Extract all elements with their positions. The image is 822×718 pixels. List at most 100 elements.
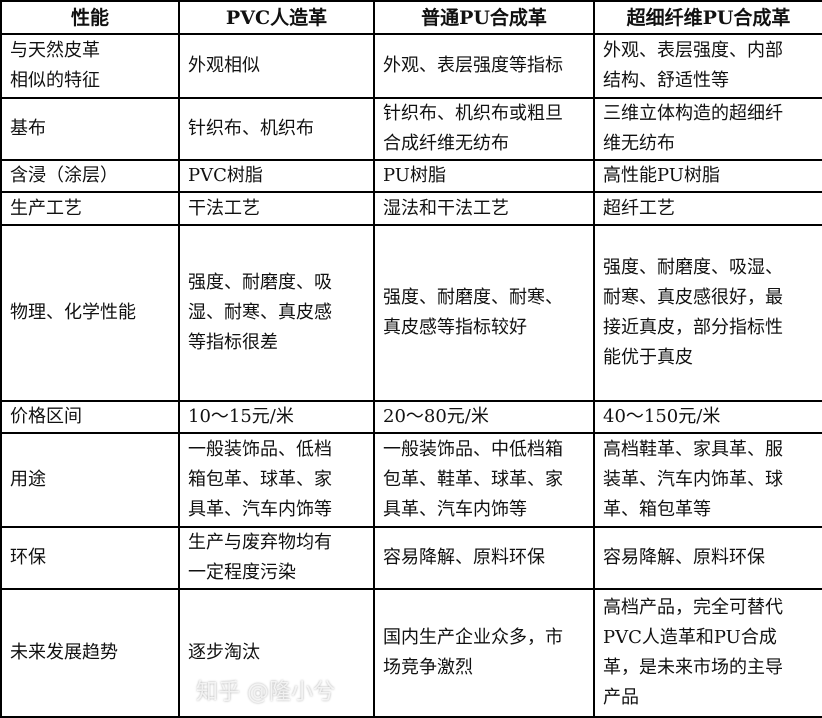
cell-text-line: 高性能PU树脂 (603, 165, 720, 186)
row-label-cell: 未来发展趋势 (0, 588, 180, 718)
row-label-cell: 环保 (0, 526, 180, 590)
header-cell: PVC人造革 (178, 0, 375, 35)
table-row: 价格区间 10～15元/米 20～80元/米 40～150元/米 (0, 400, 822, 434)
table-cell: 强度、耐磨度、吸 湿、耐寒、真皮感 等指标很差 (178, 224, 375, 402)
header-cell: 性能 (0, 0, 180, 35)
header-cell: 超细纤维PU合成革 (593, 0, 822, 35)
table-cell: 逐步淘汰 (178, 588, 375, 718)
cell-text-line: 真皮感等指标较好 (383, 317, 527, 338)
table-cell: 干法工艺 (178, 191, 375, 226)
table-row: 物理、化学性能 强度、耐磨度、吸 湿、耐寒、真皮感 等指标很差 强度、耐磨度、耐寒、 真皮… (0, 224, 822, 402)
cell-text-line: PVC人造革和PU合成 (603, 627, 777, 648)
table-row: 环保 生产与废弃物均有 一定程度污染 容易降解、原料环保 容易降解、原料环保 (0, 526, 822, 590)
cell-text-line: 逐步淘汰 (188, 642, 260, 663)
table-cell: 国内生产企业众多，市 场竞争激烈 (373, 588, 595, 718)
cell-text-line: 用途 (10, 469, 46, 490)
table-cell: 一般装饰品、低档 箱包革、球革、家 具革、汽车内饰等 (178, 432, 375, 528)
table-cell: 20～80元/米 (373, 400, 595, 434)
row-label-cell: 含浸（涂层） (0, 159, 180, 193)
cell-text-line: 三维立体构造的超细纤 (603, 103, 783, 124)
row-label-cell: 物理、化学性能 (0, 224, 180, 402)
table-cell: 10～15元/米 (178, 400, 375, 434)
cell-text-line: 场竞争激烈 (383, 657, 473, 678)
cell-text-line: 生产工艺 (10, 197, 82, 219)
cell-text-line: 含浸（涂层） (10, 165, 118, 186)
table-cell: 生产与废弃物均有 一定程度污染 (178, 526, 375, 590)
table-cell: 强度、耐磨度、耐寒、 真皮感等指标较好 (373, 224, 595, 402)
table-cell: 容易降解、原料环保 (593, 526, 822, 590)
cell-text-line: 生产与废弃物均有 (188, 532, 332, 553)
table-cell: 高性能PU树脂 (593, 159, 822, 193)
cell-text-line: 环保 (10, 547, 46, 568)
cell-text-line: 产品 (603, 687, 639, 708)
cell-text-line: 一般装饰品、低档 (188, 439, 332, 460)
cell-text-line: 超纤工艺 (603, 197, 675, 219)
table-cell: 容易降解、原料环保 (373, 526, 595, 590)
header-row: 性能 PVC人造革 普通PU合成革 超细纤维PU合成革 (0, 0, 822, 35)
cell-text-line: 等指标很差 (188, 332, 278, 353)
table-cell: 高档产品，完全可替代 PVC人造革和PU合成 革，是未来市场的主导 产品 (593, 588, 822, 718)
cell-text-line: 湿、耐寒、真皮感 (188, 302, 332, 323)
row-label-cell: 基布 (0, 97, 180, 161)
table-cell: 高档鞋革、家具革、服 装革、汽车内饰革、球 革、箱包革等 (593, 432, 822, 528)
cell-text-line: 针织布、机织布 (188, 118, 314, 139)
table-cell: 超纤工艺 (593, 191, 822, 226)
table-cell: 一般装饰品、中低档箱 包革、鞋革、球革、家 具革、汽车内饰等 (373, 432, 595, 528)
cell-text-line: PU树脂 (383, 165, 446, 186)
cell-text-line: 具革、汽车内饰等 (188, 499, 332, 520)
table-cell: 外观相似 (178, 33, 375, 99)
table-cell: PVC树脂 (178, 159, 375, 193)
cell-text-line: 耐寒、真皮感很好，最 (603, 287, 783, 308)
table-row: 基布 针织布、机织布 针织布、机织布或粗旦 合成纤维无纺布 三维立体构造的超细纤 维无纺布 (0, 97, 822, 161)
cell-text-line: 一定程度污染 (188, 562, 296, 583)
cell-text-line: PVC树脂 (188, 165, 263, 186)
cell-text-line: 包革、鞋革、球革、家 (383, 469, 563, 490)
cell-text-line: 外观、表层强度、内部 (603, 40, 783, 61)
table-cell: 针织布、机织布 (178, 97, 375, 161)
cell-text-line: 40～150元/米 (603, 406, 721, 427)
cell-text-line: 能优于真皮 (603, 347, 693, 368)
cell-text-line: 未来发展趋势 (10, 642, 118, 663)
cell-text-line: 强度、耐磨度、吸湿、 (603, 257, 783, 278)
cell-text-line: 箱包革、球革、家 (188, 469, 332, 490)
cell-text-line: 外观、表层强度等指标 (383, 55, 563, 76)
cell-text-line: 外观相似 (188, 55, 260, 76)
table-row: 未来发展趋势 逐步淘汰 国内生产企业众多，市 场竞争激烈 高档产品，完全可替代 PVC人造… (0, 588, 822, 718)
table-cell: 湿法和干法工艺 (373, 191, 595, 226)
cell-text-line: 物理、化学性能 (10, 302, 136, 323)
cell-text-line: 湿法和干法工艺 (383, 197, 509, 219)
cell-text-line: 干法工艺 (188, 197, 260, 219)
table-cell: 外观、表层强度、内部 结构、舒适性等 (593, 33, 822, 99)
cell-text-line: 与天然皮革 (10, 40, 100, 61)
row-label-cell: 生产工艺 (0, 191, 180, 226)
table-cell: PU树脂 (373, 159, 595, 193)
cell-text-line: 具革、汽车内饰等 (383, 499, 527, 520)
cell-text-line: 维无纺布 (603, 133, 675, 154)
table-cell: 40～150元/米 (593, 400, 822, 434)
table-cell: 强度、耐磨度、吸湿、 耐寒、真皮感很好，最 接近真皮，部分指标性 能优于真皮 (593, 224, 822, 402)
cell-text-line: 接近真皮，部分指标性 (603, 317, 783, 338)
cell-text-line: 强度、耐磨度、耐寒、 (383, 287, 563, 308)
cell-text-line: 20～80元/米 (383, 406, 489, 427)
cell-text-line: 装革、汽车内饰革、球 (603, 469, 783, 490)
cell-text-line: 国内生产企业众多，市 (383, 627, 563, 648)
row-label-cell: 与天然皮革相似的特征 (0, 33, 180, 99)
cell-text-line: 革，是未来市场的主导 (603, 657, 783, 678)
cell-text-line: 强度、耐磨度、吸 (188, 272, 332, 293)
cell-text-line: 一般装饰品、中低档箱 (383, 439, 563, 460)
table-row: 生产工艺 干法工艺 湿法和干法工艺 超纤工艺 (0, 191, 822, 226)
cell-text-line: 相似的特征 (10, 70, 100, 91)
cell-text-line: 结构、舒适性等 (603, 70, 729, 91)
row-label-cell: 价格区间 (0, 400, 180, 434)
table-cell: 三维立体构造的超细纤 维无纺布 (593, 97, 822, 161)
cell-text-line: 针织布、机织布或粗旦 (383, 103, 563, 124)
table-cell: 外观、表层强度等指标 (373, 33, 595, 99)
cell-text-line: 10～15元/米 (188, 406, 294, 427)
cell-text-line: 容易降解、原料环保 (383, 547, 545, 568)
cell-text-line: 革、箱包革等 (603, 499, 711, 520)
cell-text-line: 基布 (10, 118, 46, 139)
table-row: 用途 一般装饰品、低档 箱包革、球革、家 具革、汽车内饰等 一般装饰品、中低档箱 包革、鞋… (0, 432, 822, 528)
cell-text-line: 高档产品，完全可替代 (603, 597, 783, 618)
cell-text-line: 高档鞋革、家具革、服 (603, 439, 783, 460)
